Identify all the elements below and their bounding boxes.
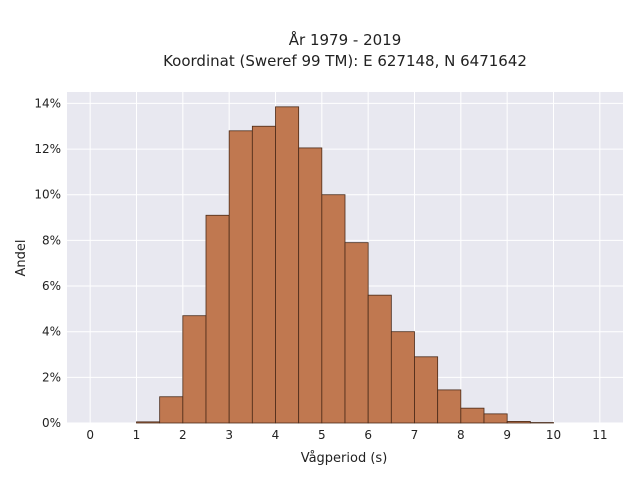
x-tick-label: 6 <box>364 428 372 442</box>
x-tick-label: 7 <box>411 428 419 442</box>
histogram-bar <box>298 147 323 424</box>
x-tick-label: 2 <box>179 428 187 442</box>
histogram-bar <box>390 331 415 424</box>
y-tick-label: 10% <box>34 188 61 202</box>
x-tick-label: 10 <box>546 428 561 442</box>
histogram-bar <box>275 106 300 424</box>
histogram-bar <box>228 130 253 424</box>
histogram-bar <box>506 421 531 424</box>
x-tick-label: 9 <box>503 428 511 442</box>
x-tick-label: 0 <box>86 428 94 442</box>
x-tick-label: 1 <box>133 428 141 442</box>
y-tick-label: 8% <box>42 233 61 247</box>
y-tick-label: 14% <box>34 96 61 110</box>
histogram-bar <box>483 413 508 424</box>
bars <box>136 106 554 424</box>
x-axis-ticks: 0 1 2 3 4 5 6 7 8 9 10 11 <box>86 428 607 442</box>
x-axis-label: Vågperiod (s) <box>301 451 388 466</box>
histogram-bar <box>136 421 161 424</box>
x-tick-label: 8 <box>457 428 465 442</box>
histogram-bar <box>159 396 184 424</box>
y-axis-label: Andel <box>14 240 29 277</box>
chart-title-line-2: Koordinat (Sweref 99 TM): E 627148, N 64… <box>163 52 527 70</box>
y-tick-label: 6% <box>42 279 61 293</box>
histogram-bar <box>344 242 369 424</box>
y-tick-label: 4% <box>42 325 61 339</box>
histogram-bar <box>182 315 207 424</box>
y-tick-label: 2% <box>42 370 61 384</box>
x-tick-label: 11 <box>592 428 607 442</box>
histogram-bar <box>414 356 439 424</box>
histogram-bar <box>367 294 392 424</box>
x-tick-label: 5 <box>318 428 326 442</box>
y-tick-label: 0% <box>42 416 61 430</box>
histogram-bar <box>460 407 485 424</box>
x-tick-label: 4 <box>272 428 280 442</box>
x-tick-label: 3 <box>225 428 233 442</box>
histogram-bar <box>251 125 276 424</box>
y-tick-label: 12% <box>34 142 61 156</box>
chart-title-line-1: År 1979 - 2019 <box>289 30 402 49</box>
histogram-bar <box>437 389 462 424</box>
y-axis-ticks: 0% 2% 4% 6% 8% 10% 12% 14% <box>34 96 61 430</box>
histogram-bar <box>321 194 346 424</box>
histogram-bar <box>205 214 230 424</box>
